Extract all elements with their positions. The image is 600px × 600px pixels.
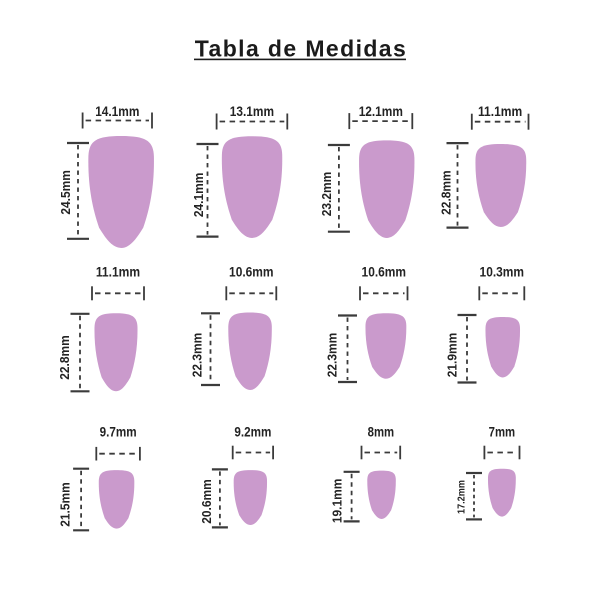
- svg-text:23.2mm: 23.2mm: [320, 172, 334, 217]
- svg-text:12.1mm: 12.1mm: [359, 103, 403, 119]
- svg-text:22.8mm: 22.8mm: [58, 335, 72, 380]
- svg-text:22.3mm: 22.3mm: [191, 333, 205, 378]
- svg-text:21.9mm: 21.9mm: [446, 333, 460, 378]
- svg-text:9.2mm: 9.2mm: [234, 423, 271, 439]
- svg-text:19.1mm: 19.1mm: [330, 479, 344, 524]
- svg-text:24.1mm: 24.1mm: [192, 173, 206, 218]
- svg-text:13.1mm: 13.1mm: [230, 103, 274, 119]
- svg-text:24.5mm: 24.5mm: [59, 170, 73, 215]
- svg-text:7mm: 7mm: [489, 423, 516, 439]
- svg-text:10.3mm: 10.3mm: [480, 264, 525, 280]
- svg-text:8mm: 8mm: [368, 423, 395, 439]
- svg-text:14.1mm: 14.1mm: [95, 103, 139, 119]
- svg-text:17.2mm: 17.2mm: [456, 480, 467, 514]
- svg-text:Tabla de Medidas: Tabla de Medidas: [195, 36, 407, 62]
- svg-text:20.6mm: 20.6mm: [200, 479, 214, 524]
- svg-text:11.1mm: 11.1mm: [478, 103, 522, 119]
- svg-text:22.8mm: 22.8mm: [440, 170, 454, 215]
- svg-text:22.3mm: 22.3mm: [326, 333, 340, 378]
- svg-text:11.1mm: 11.1mm: [96, 264, 140, 280]
- svg-text:10.6mm: 10.6mm: [229, 264, 274, 280]
- svg-text:9.7mm: 9.7mm: [100, 423, 137, 439]
- svg-text:10.6mm: 10.6mm: [362, 264, 407, 280]
- svg-text:21.5mm: 21.5mm: [58, 482, 72, 527]
